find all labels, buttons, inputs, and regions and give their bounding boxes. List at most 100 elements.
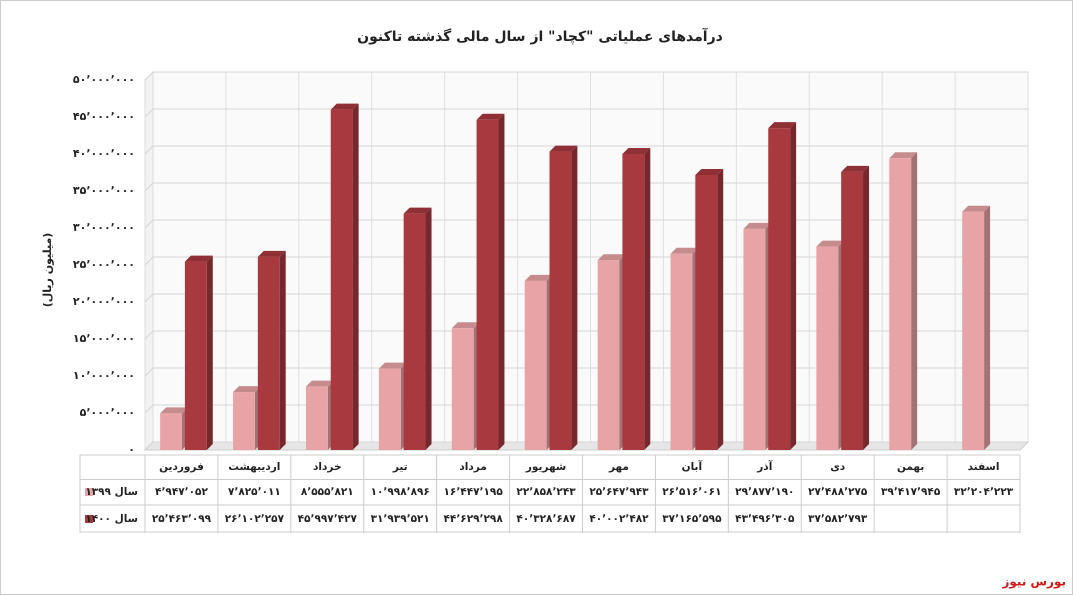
bar-top [451, 322, 480, 329]
x-tick-label: مهر [608, 461, 629, 473]
x-tick-label: تیر [392, 461, 408, 473]
grid-line [144, 145, 1028, 155]
grid-line [144, 367, 1028, 377]
table-value: ۲۲٬۸۵۸٬۲۴۳ [516, 486, 576, 498]
chart-title: درآمدهای عملیاتی "کچاد" از سال مالی گذشت… [357, 27, 723, 45]
bar-top [476, 113, 505, 120]
bar [160, 413, 182, 450]
table-value: ۴۳٬۴۹۶٬۳۰۵ [735, 513, 795, 525]
bar-top [549, 145, 578, 152]
table-value: ۲۷٬۴۸۸٬۲۷۵ [808, 486, 868, 498]
table-value: ۴۴٬۶۲۹٬۲۹۸ [444, 513, 504, 525]
y-tick-label: ۲۰٬۰۰۰٬۰۰۰ [73, 295, 135, 308]
x-tick-label: خرداد [313, 461, 341, 473]
x-tick-label: آذر [756, 460, 772, 473]
grid-line [144, 182, 1028, 192]
y-axis-label: (میلیون ریال) [41, 233, 54, 308]
x-tick-label: شهریور [525, 461, 566, 473]
bar-side [984, 205, 991, 450]
data-table: فروردین اردیبهشت خرداد تیر مرداد شهریور مهر آبا… [79, 454, 1021, 533]
y-tick-label: ۵٬۰۰۰٬۰۰۰ [80, 406, 135, 419]
bar [549, 151, 572, 450]
table-value: ۸٬۵۵۵٬۸۲۱ [301, 486, 354, 498]
bar-top [841, 165, 870, 172]
bar [305, 386, 328, 450]
table-value: ۳۱٬۹۳۹٬۵۲۱ [371, 513, 430, 525]
bar-top [305, 380, 334, 387]
bar-top [962, 205, 991, 212]
y-tick-label: ۴۰٬۰۰۰٬۰۰۰ [73, 147, 135, 160]
bar-top [184, 255, 213, 262]
bar-top [403, 207, 432, 214]
y-tick-label: ۱۰٬۰۰۰٬۰۰۰ [73, 369, 135, 382]
bar-side [911, 152, 918, 451]
grid-line [144, 293, 1028, 303]
table-value: ۴٬۹۴۷٬۰۵۲ [155, 486, 208, 498]
table-value: ۳۷٬۱۶۵٬۵۹۵ [662, 513, 722, 525]
x-tick-label: اسفند [968, 461, 1000, 473]
bar-top [597, 254, 626, 261]
bar [743, 228, 766, 450]
bar-side [644, 147, 651, 450]
bar-top [670, 247, 699, 254]
bar-side [498, 113, 505, 450]
y-tick-label: ۵۰٬۰۰۰٬۰۰۰ [73, 73, 135, 86]
legend-swatch [85, 515, 93, 523]
table-value: ۴۵٬۹۹۷٬۴۲۷ [298, 513, 358, 525]
legend-label: سال ۱۳۹۹ [85, 486, 138, 498]
x-tick-label: دی [830, 461, 846, 473]
table-value: ۲۹٬۸۷۷٬۱۹۰ [735, 486, 794, 498]
table-value: ۲۵٬۶۴۷٬۹۴۳ [589, 486, 649, 498]
bar [233, 392, 255, 450]
bar [476, 119, 499, 450]
bar [670, 253, 693, 450]
bar-top [695, 168, 724, 175]
bar [962, 211, 985, 450]
bar-top [330, 103, 359, 110]
bar [622, 153, 645, 450]
bar-side [352, 103, 359, 450]
x-tick-label: مرداد [459, 461, 486, 473]
bar-side [571, 145, 578, 450]
table-value: ۲۶٬۵۱۶٬۰۶۱ [662, 486, 721, 498]
x-tick-label: فروردین [159, 461, 204, 473]
bar [451, 328, 474, 450]
x-tick-label: آبان [682, 460, 703, 473]
grid-line [144, 108, 1028, 118]
bar [403, 213, 426, 450]
bar [816, 246, 839, 450]
table-value: ۱۰٬۹۹۸٬۸۹۶ [371, 486, 430, 498]
x-tick-label: بهمن [897, 461, 924, 473]
bar [597, 260, 620, 450]
y-tick-label: ۳۰٬۰۰۰٬۰۰۰ [73, 221, 135, 234]
bar-side [717, 168, 724, 450]
grid-line [144, 219, 1028, 229]
grid-line [144, 330, 1028, 340]
bar [378, 368, 401, 450]
bar-side [863, 165, 870, 450]
table-value: ۴۰٬۰۰۲٬۴۸۲ [589, 513, 649, 525]
bar [330, 109, 353, 450]
legend-label: سال ۱۴۰۰ [85, 513, 138, 525]
table-value: ۷٬۸۲۵٬۰۱۱ [228, 486, 281, 498]
legend-swatch [85, 488, 93, 496]
y-tick-label: ۱۵٬۰۰۰٬۰۰۰ [73, 332, 135, 345]
table-value: ۲۶٬۱۰۲٬۲۵۷ [225, 513, 285, 525]
table-value: ۳۲٬۲۰۴٬۲۲۳ [954, 486, 1014, 498]
table-value: ۴۰٬۳۲۸٬۶۸۷ [516, 513, 576, 525]
y-tick-label: ۴۵٬۰۰۰٬۰۰۰ [73, 110, 135, 123]
bar-top [257, 250, 286, 257]
bar-top [622, 147, 651, 154]
y-tick-label: ۲۵٬۰۰۰٬۰۰۰ [73, 258, 135, 271]
table-value: ۳۷٬۵۸۲٬۷۹۳ [808, 513, 868, 525]
bar [524, 280, 547, 450]
bar-side [790, 122, 797, 450]
grid-line [144, 71, 1028, 81]
grid-line [144, 441, 1028, 451]
bar [841, 171, 864, 450]
bar-top [816, 240, 845, 247]
y-tick-label: ۳۵٬۰۰۰٬۰۰۰ [73, 184, 135, 197]
source: بورس نیوز [1001, 575, 1066, 590]
table-value: ۲۵٬۴۶۳٬۰۹۹ [152, 513, 212, 525]
